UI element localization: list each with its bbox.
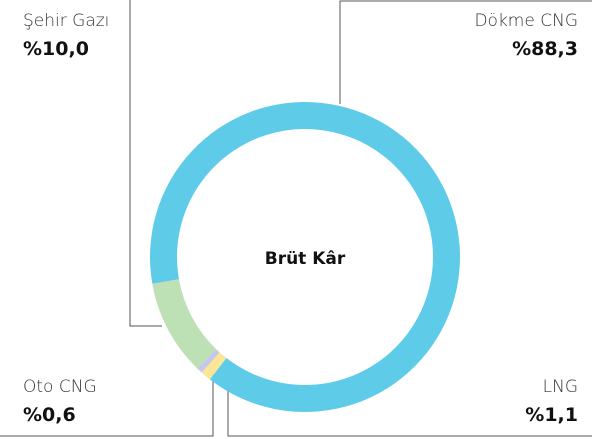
value-label: %0,6 (23, 404, 76, 426)
slice-label: Şehir Gazı (23, 11, 109, 31)
donut-slice (152, 279, 217, 369)
leader-lines (0, 0, 592, 437)
center-title: Brüt Kâr (265, 249, 346, 269)
value-label: %10,0 (23, 38, 89, 60)
slice-label: Dökme CNG (474, 11, 578, 31)
slice-label: Oto CNG (23, 377, 97, 397)
slice-label: LNG (543, 377, 578, 397)
value-label: %88,3 (512, 38, 578, 60)
leader-line (129, 0, 162, 327)
leader-line (0, 366, 214, 437)
donut-slice (201, 352, 227, 380)
slices (150, 101, 461, 413)
donut-slice (197, 349, 220, 373)
value-label: %1,1 (525, 404, 578, 426)
leader-line (339, 0, 592, 104)
leader-line (227, 378, 592, 437)
